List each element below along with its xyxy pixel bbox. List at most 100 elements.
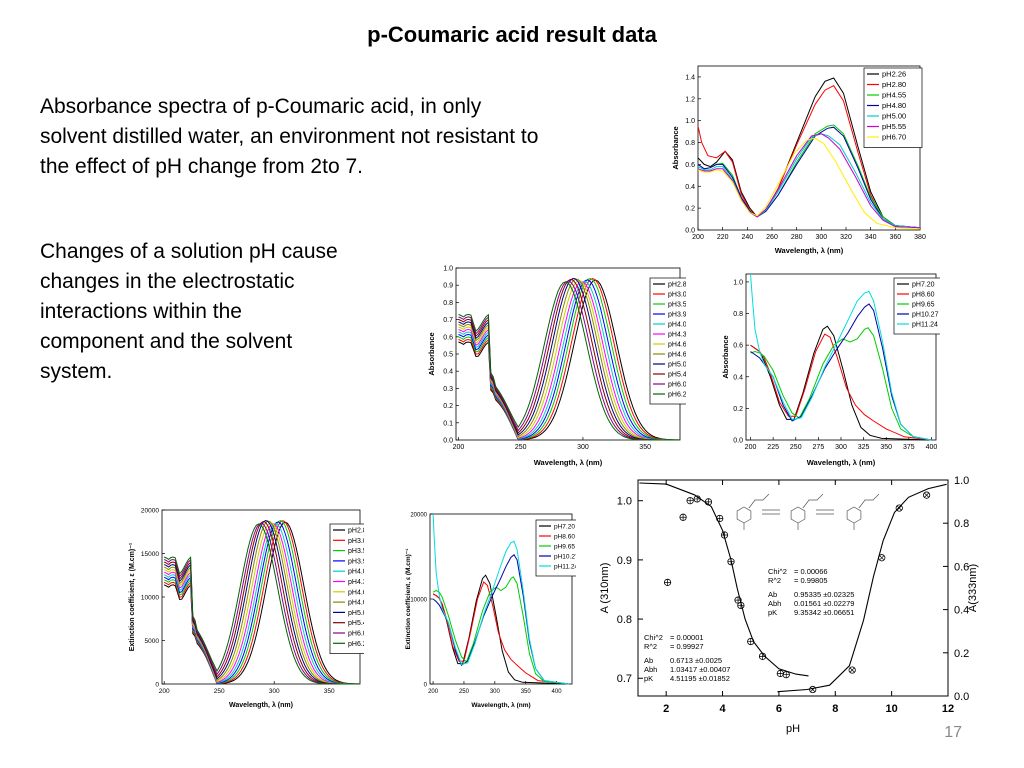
- x-tick-label: 275: [813, 444, 825, 451]
- marker-circle: [895, 504, 903, 512]
- annotation-value: 0.01561 ±0.02279: [794, 599, 854, 608]
- legend-entry: pH4.30: [348, 579, 364, 586]
- series-line-pH9.65: [750, 327, 932, 441]
- y-tick-label: 0.1: [443, 420, 453, 427]
- legend-entry: pH6.26: [668, 392, 686, 399]
- annotation-value: 4.51195 ±0.01852: [670, 674, 730, 683]
- legend-entry: pH5.02: [348, 610, 364, 617]
- series-line-pH4.80: [697, 126, 921, 229]
- legend-entry: pH5.42: [668, 372, 686, 379]
- y-tick-label: 0.3: [443, 386, 453, 393]
- chart-absorbance-ph7-11: 200 225 250 275 300 325 350 375 400 0.0 0.2 0.4 0.6 0…: [718, 266, 940, 468]
- plot-frame: [697, 65, 921, 231]
- marker-plus: [727, 558, 735, 565]
- series-line-pH8.60: [432, 581, 569, 685]
- data-point: [895, 504, 903, 512]
- annotation-value: = 0.99805: [794, 576, 828, 585]
- marker-plus: [664, 579, 671, 586]
- y-tick-label: 0.9: [443, 283, 453, 290]
- legend-entry: pH3.07: [348, 538, 364, 545]
- legend-box: [649, 277, 686, 405]
- legend-entry: pH9.65: [912, 302, 935, 309]
- description-paragraph-1: Absorbance spectra of p-Coumaric acid, i…: [40, 95, 539, 178]
- marker-plus: [716, 515, 723, 522]
- fit-results-left: Chi^2 = 0.00001 R^2 = 0.99927 Ab 0.6713 ±0.00…: [644, 633, 730, 683]
- series-line-pH8.60: [750, 333, 932, 441]
- data-point: [848, 666, 856, 674]
- y-tick-label: 0.0: [685, 228, 695, 235]
- side-chain: [858, 493, 880, 509]
- x-tick-label: 6: [776, 703, 782, 715]
- side-chain: [748, 493, 770, 509]
- data-point: [663, 578, 672, 586]
- legend-box: [893, 277, 940, 335]
- y-tick-label: 0.6: [733, 343, 743, 350]
- series-line-pH6.70: [697, 137, 921, 230]
- legend-entry: pH2.26: [882, 70, 906, 79]
- legend-entry: pH4.61: [348, 589, 364, 596]
- legend-entry: pH7.20: [912, 282, 935, 289]
- marker-x: [896, 505, 902, 511]
- data-point: [679, 513, 687, 521]
- slide-number: 17: [944, 724, 962, 741]
- y-left-tick-label: 1.0: [617, 496, 632, 508]
- marker-circle: [922, 491, 931, 499]
- legend-entry: pH5.02: [668, 362, 686, 369]
- series-line-pH2.82: [458, 279, 680, 441]
- data-point: [720, 531, 729, 539]
- x-axis-label: Wavelength, λ (nm): [807, 458, 876, 467]
- legend-entry: pH7.20: [554, 524, 575, 531]
- legend-entry: pH4.67: [348, 600, 364, 607]
- legend-entry: pH8.60: [912, 292, 935, 299]
- x-tick-label: 360: [889, 234, 901, 241]
- marker-plus: [721, 531, 728, 539]
- x-tick-label: 240: [741, 234, 753, 241]
- y-tick-label: 0.8: [733, 311, 743, 318]
- y-left-tick-label: 0.9: [617, 555, 632, 567]
- y-axis-label: Extinction coefficient, ε (M.cm)⁻¹: [405, 549, 412, 650]
- x-tick-label: 220: [717, 234, 729, 241]
- x-axis-label: Wavelength, λ (nm): [775, 246, 844, 255]
- series-line-pH11.24: [750, 273, 932, 441]
- y-tick-label: 0.8: [685, 140, 695, 147]
- y-right-tick-label: 0.8: [954, 518, 969, 530]
- legend-entry: pH11.24: [554, 564, 576, 571]
- y-right-tick-label: 0.4: [954, 605, 969, 617]
- series-line-pH9.65: [432, 576, 569, 685]
- legend-entry: pH10.27: [912, 312, 939, 319]
- x-tick-label: 400: [552, 689, 563, 695]
- series-line-pH3.90: [458, 279, 680, 441]
- y-tick-label: 0.4: [685, 184, 695, 191]
- chart-absorbance-ph2.8-6.3: 200 250 300 350 0.0 0.1 0.2 0.3 0.4 0.5 0.6 0.7 0.8 0…: [420, 262, 686, 468]
- y-tick-label: 1.0: [685, 118, 695, 125]
- marker-circle: [848, 666, 856, 674]
- marker-plus: [783, 671, 790, 678]
- x-tick-label: 200: [159, 688, 170, 695]
- y-axis-label: Absorbance: [671, 126, 680, 169]
- x-tick-label: 300: [490, 689, 501, 695]
- y-tick-label: 20000: [141, 508, 159, 515]
- data-point: [716, 514, 724, 523]
- legend-entry: pH4.61: [668, 342, 686, 349]
- x-tick-label: 400: [926, 444, 938, 451]
- annotation-key: pK: [768, 608, 777, 617]
- annotation-key: R^2: [768, 576, 781, 585]
- legend-entry: pH4.67: [668, 352, 686, 359]
- x-tick-label: 300: [269, 688, 280, 695]
- marker-x: [924, 492, 930, 498]
- molecule-structures-icon: [736, 493, 880, 530]
- benzene-ring: [790, 506, 806, 524]
- x-tick-label: 350: [639, 444, 651, 451]
- marker-plus: [693, 495, 701, 503]
- annotation-key: Chi^2: [768, 567, 787, 576]
- fit-curve-0: [639, 482, 809, 677]
- description-paragraph-2: Changes of a solution pH cause changes i…: [40, 240, 338, 383]
- annotation-key: Ab: [768, 590, 777, 599]
- y-tick-label: 0.8: [443, 300, 453, 307]
- x-tick-label: 4: [719, 703, 726, 715]
- y-axis-label: Extinction coefficient, ε (M.cm)⁻¹: [129, 542, 136, 651]
- y-tick-label: 0.4: [443, 369, 453, 376]
- series-line-pH5.02: [458, 277, 680, 441]
- x-tick-label: 250: [459, 689, 470, 695]
- x-tick-label: 250: [214, 688, 225, 695]
